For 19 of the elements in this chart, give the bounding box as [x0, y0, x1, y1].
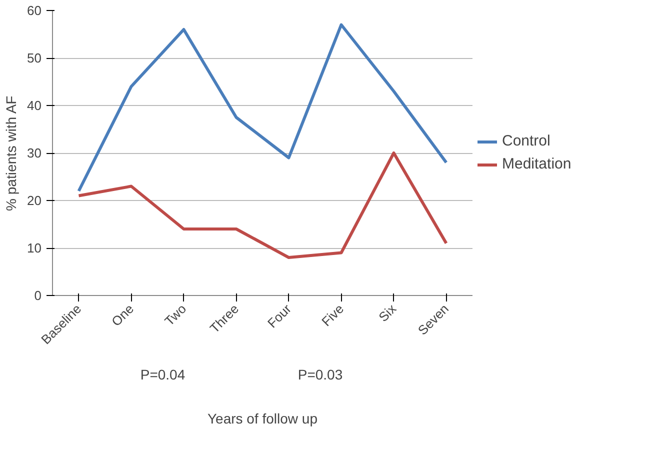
x-axis-title: Years of follow up [208, 410, 318, 426]
y-tick-label: 30 [27, 146, 42, 160]
x-tick-label: Six [376, 300, 400, 325]
text: P=0.04 [140, 366, 186, 382]
y-tick-label: 60 [27, 3, 42, 18]
x-tick-label: Two [162, 301, 190, 329]
line-series [77, 152, 448, 259]
line-series [77, 23, 448, 192]
y-tick-label: 20 [27, 193, 42, 208]
legend-label: Control [502, 132, 550, 150]
y-tick-label: 10 [27, 240, 42, 256]
y-tick-label: 0 [34, 288, 42, 303]
y-tick-label: 40 [27, 98, 42, 113]
y-axis-title: % patients with AF [3, 96, 20, 211]
text: P=0.03 [298, 366, 343, 382]
x-tick-label: One [108, 301, 137, 330]
y-tick-label: 50 [27, 50, 42, 66]
legend-label: Meditation [502, 156, 572, 172]
x-tick-label: Five [318, 301, 347, 330]
